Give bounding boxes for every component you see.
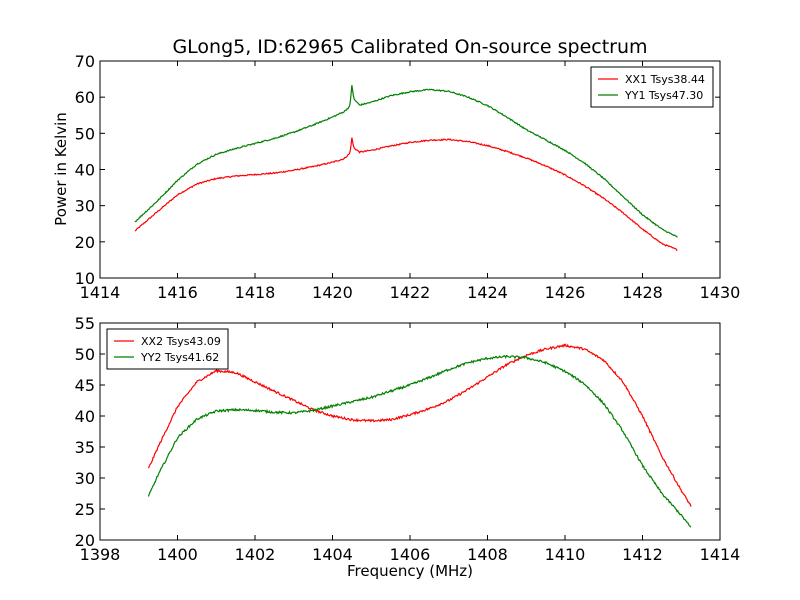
top-panel: 1414 1416 1418 1420 1422 1424 1426 1428 1430 10 20… bbox=[75, 52, 741, 302]
x-tick-label: 1420 bbox=[312, 283, 353, 302]
series-line-2-2 bbox=[147, 354, 692, 528]
y-tick-label: 50 bbox=[75, 124, 95, 143]
legend: XX2 Tsys43.09 YY2 Tsys41.62 bbox=[106, 328, 229, 370]
series-line-2-1 bbox=[147, 343, 692, 507]
x-tick-label: 1412 bbox=[622, 545, 663, 564]
bottom-x-axis-label: Frequency (MHz) bbox=[347, 562, 473, 580]
top-y-axis-label: Power in Kelvin bbox=[52, 112, 70, 226]
x-tick-label: 1426 bbox=[545, 283, 586, 302]
y-tick-label: 40 bbox=[75, 407, 95, 426]
y-tick-label: 20 bbox=[75, 233, 95, 252]
legend-label: YY2 Tsys41.62 bbox=[140, 351, 219, 364]
y-tick-label: 30 bbox=[75, 469, 95, 488]
legend-label: XX2 Tsys43.09 bbox=[141, 335, 221, 348]
chart-title: GLong5, ID:62965 Calibrated On-source sp… bbox=[172, 36, 647, 58]
x-tick-label: 1404 bbox=[312, 545, 353, 564]
y-tick-label: 60 bbox=[75, 88, 95, 107]
x-tick-label: 1424 bbox=[467, 283, 508, 302]
x-tick-label: 1410 bbox=[545, 545, 586, 564]
x-tick-label: 1428 bbox=[622, 283, 663, 302]
legend-box bbox=[106, 328, 229, 370]
y-tick-label: 45 bbox=[75, 376, 95, 395]
y-tick-label: 20 bbox=[75, 531, 95, 550]
x-tick-label: 1398 bbox=[80, 545, 121, 564]
y-tick-label: 10 bbox=[75, 269, 95, 288]
y-tick-label: 30 bbox=[75, 197, 95, 216]
x-tick-label: 1406 bbox=[390, 545, 431, 564]
legend-label: XX1 Tsys38.44 bbox=[625, 73, 705, 86]
legend-label: YY1 Tsys47.30 bbox=[624, 89, 703, 102]
x-tick-label: 1414 bbox=[80, 283, 121, 302]
x-tick-label: 1416 bbox=[157, 283, 198, 302]
y-tick-label: 40 bbox=[75, 161, 95, 180]
y-tick-label: 35 bbox=[75, 438, 95, 457]
y-tick-label: 25 bbox=[75, 500, 95, 519]
y-tick-label: 50 bbox=[75, 345, 95, 364]
legend: XX1 Tsys38.44 YY1 Tsys47.30 bbox=[590, 66, 714, 108]
x-tick-label: 1402 bbox=[235, 545, 276, 564]
x-tick-label: 1418 bbox=[235, 283, 276, 302]
y-tick-label: 70 bbox=[75, 52, 95, 71]
x-tick-label: 1400 bbox=[157, 545, 198, 564]
series-line-1-2 bbox=[134, 85, 678, 238]
x-tick-label: 1422 bbox=[390, 283, 431, 302]
bottom-panel: 1398 1400 1402 1404 1406 1408 1410 1412 1414 20 25… bbox=[75, 314, 741, 564]
x-tick-label: 1430 bbox=[700, 283, 741, 302]
x-tick-label: 1414 bbox=[700, 545, 741, 564]
x-tick-label: 1408 bbox=[467, 545, 508, 564]
y-tick-label: 55 bbox=[75, 314, 95, 333]
series-line-1-1 bbox=[134, 137, 678, 251]
legend-box bbox=[590, 66, 714, 108]
